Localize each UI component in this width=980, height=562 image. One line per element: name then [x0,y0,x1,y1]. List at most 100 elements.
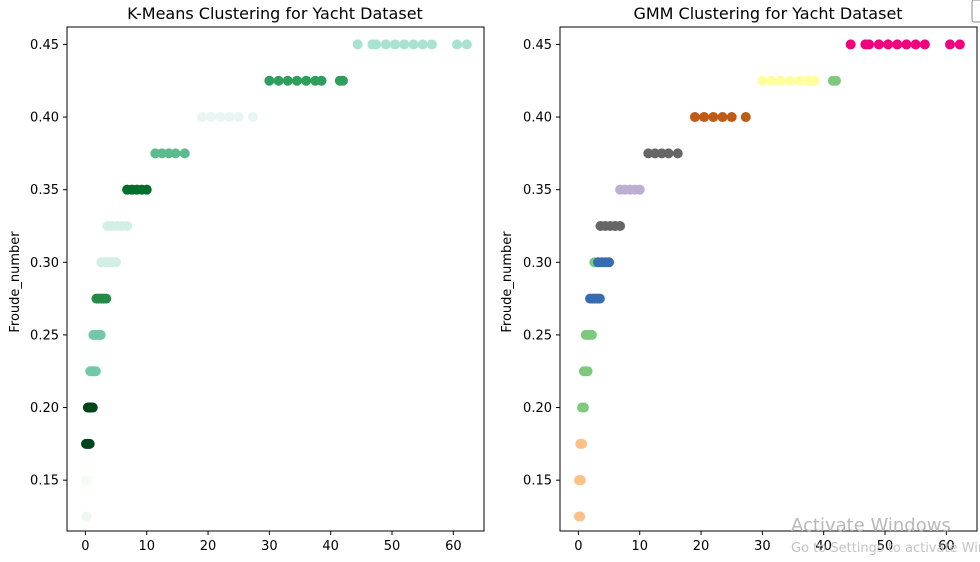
kmeans-data-point [337,75,348,86]
kmeans-data-point [282,75,293,86]
gmm-data-point [954,39,965,50]
gmm-axis-ticks: 0 10 20 30 40 50 60 0.15 0.20 0.25 0.30 0.35 0.40 0.4… [523,38,955,554]
gmm-data-point [586,329,597,340]
kmeans-plot-frame [66,26,485,532]
kmeans-data-point [141,184,152,195]
gmm-data-point [910,39,921,50]
kmeans-data-point [196,112,207,123]
gmm-data-point [582,366,593,377]
gmm-data-point [594,293,605,304]
gmm-y-tick-label: 0.20 [523,401,552,416]
kmeans-data-point [273,75,284,86]
gmm-x-tick-label: 0 [574,539,582,554]
gmm-x-tick-label: 50 [877,539,894,554]
kmeans-subplot: K-Means Clustering for Yacht Dataset Fro… [8,4,485,554]
kmeans-x-tick-label: 20 [200,539,217,554]
kmeans-data-point [461,39,472,50]
gmm-data-point [615,220,626,231]
gmm-y-tick-label: 0.30 [523,256,552,271]
gmm-y-tick-label: 0.45 [523,38,552,53]
kmeans-y-axis-label: Froude_number [8,231,23,333]
gmm-data-point [901,39,912,50]
gmm-data-point [726,112,737,123]
gmm-y-axis-label: Froude_number [500,231,515,333]
kmeans-data-point [101,293,112,304]
kmeans-data-point [81,511,92,522]
kmeans-data-point [215,112,226,123]
kmeans-y-tick-label: 0.20 [30,401,59,416]
gmm-y-tick-label: 0.25 [523,328,552,343]
kmeans-data-point [95,329,106,340]
window-corner-button[interactable] [971,0,980,23]
gmm-plot-frame [559,26,978,532]
kmeans-x-tick-label: 0 [81,539,89,554]
kmeans-data-point [371,39,382,50]
kmeans-data-point [301,75,312,86]
gmm-data-point [575,511,586,522]
kmeans-data-point [90,366,101,377]
kmeans-data-point [233,112,244,123]
gmm-chart-title: GMM Clustering for Yacht Dataset [633,4,902,23]
kmeans-x-tick-label: 40 [322,539,339,554]
kmeans-data-point [247,112,258,123]
gmm-data-point [634,184,645,195]
kmeans-axis-ticks: 0 10 20 30 40 50 60 0.15 0.20 0.25 0.30 0.35 0.40 0.4… [30,38,462,554]
gmm-y-tick-label: 0.15 [523,474,552,489]
kmeans-data-point [179,148,190,159]
kmeans-data-point [87,402,98,413]
gmm-data-point [672,148,683,159]
kmeans-y-tick-label: 0.30 [30,256,59,271]
gmm-data-point [775,75,786,86]
gmm-x-tick-label: 10 [631,539,648,554]
kmeans-y-tick-label: 0.40 [30,111,59,126]
kmeans-data-point [316,75,327,86]
gmm-data-point [794,75,805,86]
gmm-y-tick-label: 0.40 [523,111,552,126]
kmeans-data-point [291,75,302,86]
kmeans-data-point [206,112,217,123]
gmm-data-point [604,257,615,268]
kmeans-x-tick-label: 50 [384,539,401,554]
kmeans-data-point [417,39,428,50]
gmm-data-point [575,475,586,486]
gmm-data-point [578,402,589,413]
gmm-data-point [717,112,728,123]
activation-watermark-title: Activate Windows [791,515,951,536]
gmm-data-point [577,438,588,449]
kmeans-y-tick-label: 0.35 [30,183,59,198]
kmeans-data-point [224,112,235,123]
gmm-data-point [784,75,795,86]
kmeans-data-point [111,257,122,268]
kmeans-data-point [352,39,363,50]
kmeans-data-point [170,148,181,159]
gmm-data-point [892,39,903,50]
gmm-data-point [663,148,674,159]
activation-watermark-subtitle: Go to Settings to activate Windows. [791,541,980,556]
kmeans-y-tick-label: 0.15 [30,474,59,489]
gmm-x-tick-label: 20 [693,539,710,554]
gmm-subplot: GMM Clustering for Yacht Dataset Froude_… [500,4,978,554]
gmm-x-tick-label: 60 [938,539,955,554]
kmeans-data-point [426,39,437,50]
kmeans-x-tick-label: 10 [138,539,155,554]
gmm-data-point [919,39,930,50]
kmeans-y-tick-label: 0.45 [30,38,59,53]
kmeans-data-point [452,39,463,50]
gmm-x-tick-label: 40 [815,539,832,554]
gmm-data-point [873,39,884,50]
gmm-data-point [883,39,894,50]
gmm-data-point [809,75,820,86]
kmeans-chart-title: K-Means Clustering for Yacht Dataset [127,4,423,23]
kmeans-x-tick-label: 30 [261,539,278,554]
gmm-y-tick-label: 0.35 [523,183,552,198]
gmm-data-point [708,112,719,123]
gmm-data-point [689,112,700,123]
gmm-data-point [699,112,710,123]
kmeans-data-point [122,220,133,231]
kmeans-data-point [84,438,95,449]
gmm-data-point [945,39,956,50]
kmeans-y-tick-label: 0.25 [30,328,59,343]
kmeans-data-point [380,39,391,50]
gmm-data-point [864,39,875,50]
